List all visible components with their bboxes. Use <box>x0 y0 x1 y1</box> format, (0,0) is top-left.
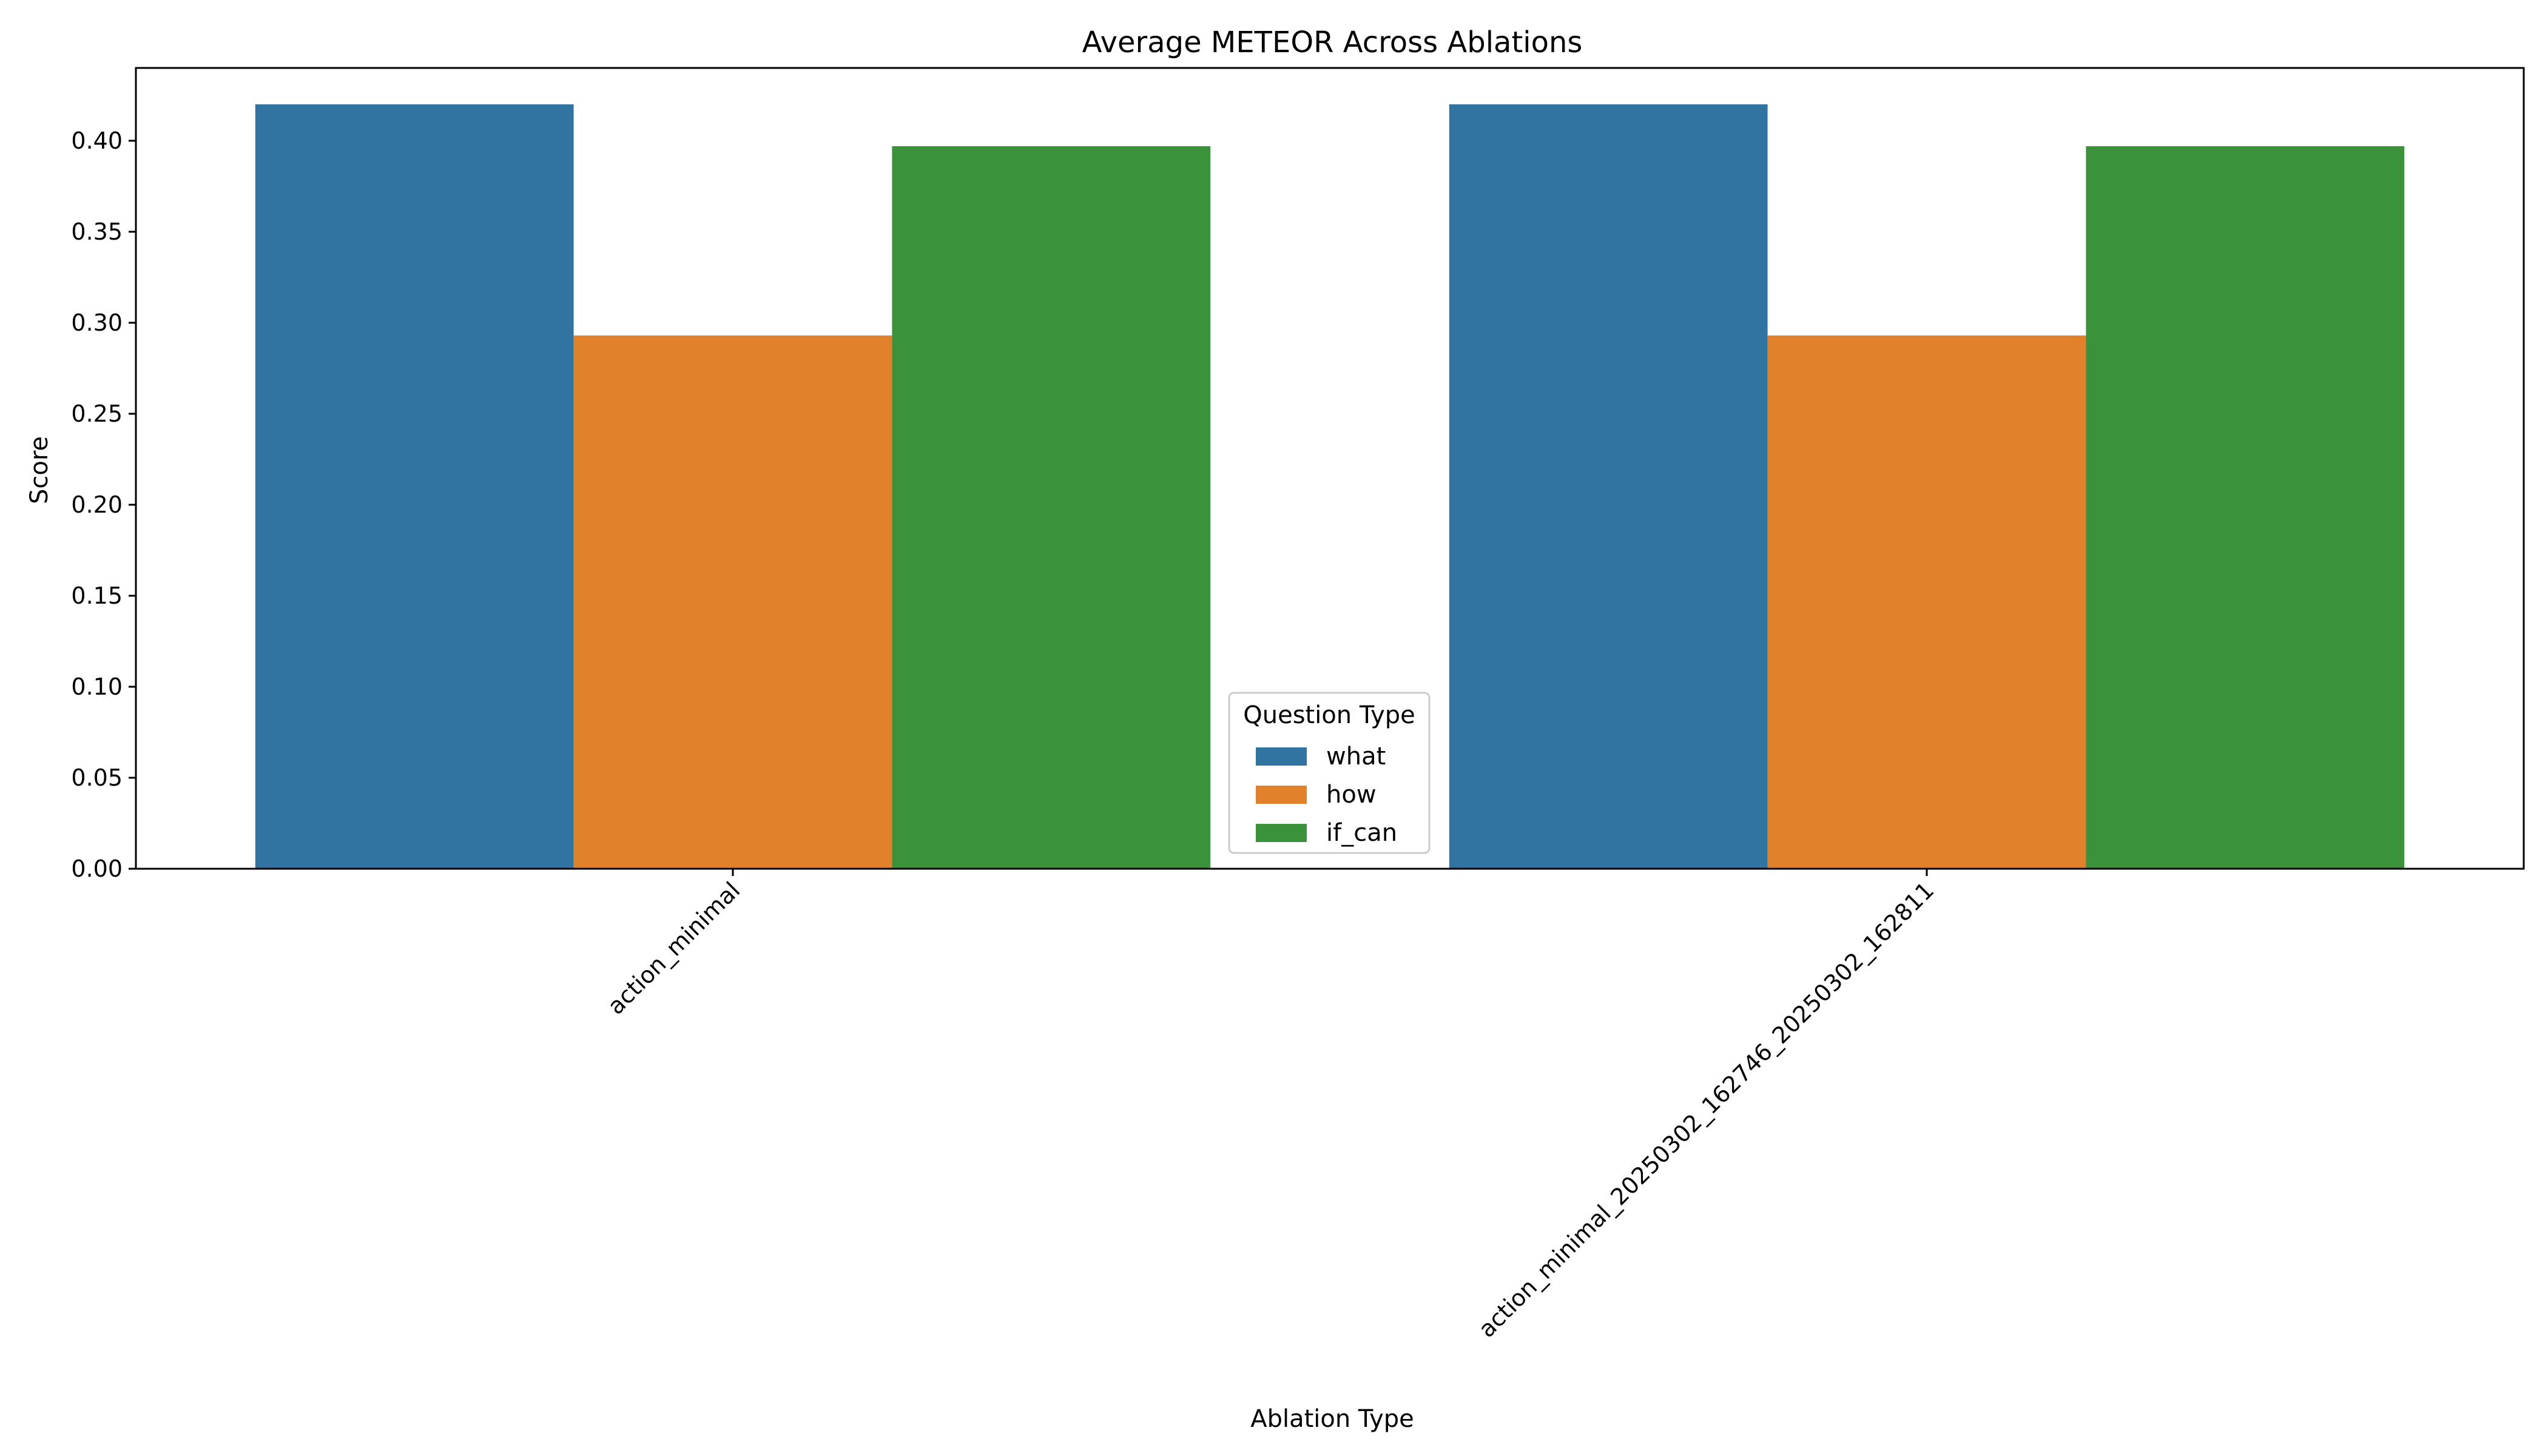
y-tick-label-1: 0.05 <box>71 764 123 791</box>
bar-if_can-0 <box>892 146 1211 869</box>
y-tick-label-8: 0.40 <box>71 127 123 154</box>
y-tick-label-5: 0.25 <box>71 400 123 427</box>
plot-area: 0.00 0.05 0.10 0.15 0.20 0.25 0.30 0.35 0.40 acti… <box>71 67 2525 1343</box>
y-axis-label: Score <box>25 436 53 504</box>
chart-title: Average METEOR Across Ablations <box>1082 25 1583 59</box>
y-tick-label-0: 0.00 <box>71 855 123 882</box>
bar-what-1 <box>1449 104 1768 869</box>
x-axis-label: Ablation Type <box>1250 1405 1414 1433</box>
legend-box <box>1228 692 1431 854</box>
y-tick-label-2: 0.10 <box>71 673 123 700</box>
legend-swatch-if_can <box>1256 824 1307 842</box>
y-tick-label-3: 0.15 <box>71 582 123 609</box>
legend-label-how: how <box>1326 781 1377 809</box>
y-tick-label-4: 0.20 <box>71 491 123 518</box>
legend-label-if_can: if_can <box>1326 819 1397 847</box>
legend-label-what: what <box>1326 743 1386 770</box>
legend-swatch-what <box>1256 747 1307 766</box>
plot-frame <box>135 67 2525 870</box>
bar-what-0 <box>255 104 574 869</box>
legend-swatch-how <box>1256 786 1307 804</box>
bar-if_can-1 <box>2086 146 2405 869</box>
y-tick-label-7: 0.35 <box>71 218 123 245</box>
legend: Question Type what how if_can <box>1228 692 1431 854</box>
legend-title: Question Type <box>1243 701 1415 729</box>
x-tick-label-0: action_minimal <box>602 877 745 1019</box>
bar-how-0 <box>573 335 892 869</box>
y-tick-label-6: 0.30 <box>71 309 123 336</box>
x-tick-label-1: action_minimal_20250302_162746_20250302_… <box>1473 877 1939 1343</box>
bar-how-1 <box>1767 335 2086 869</box>
